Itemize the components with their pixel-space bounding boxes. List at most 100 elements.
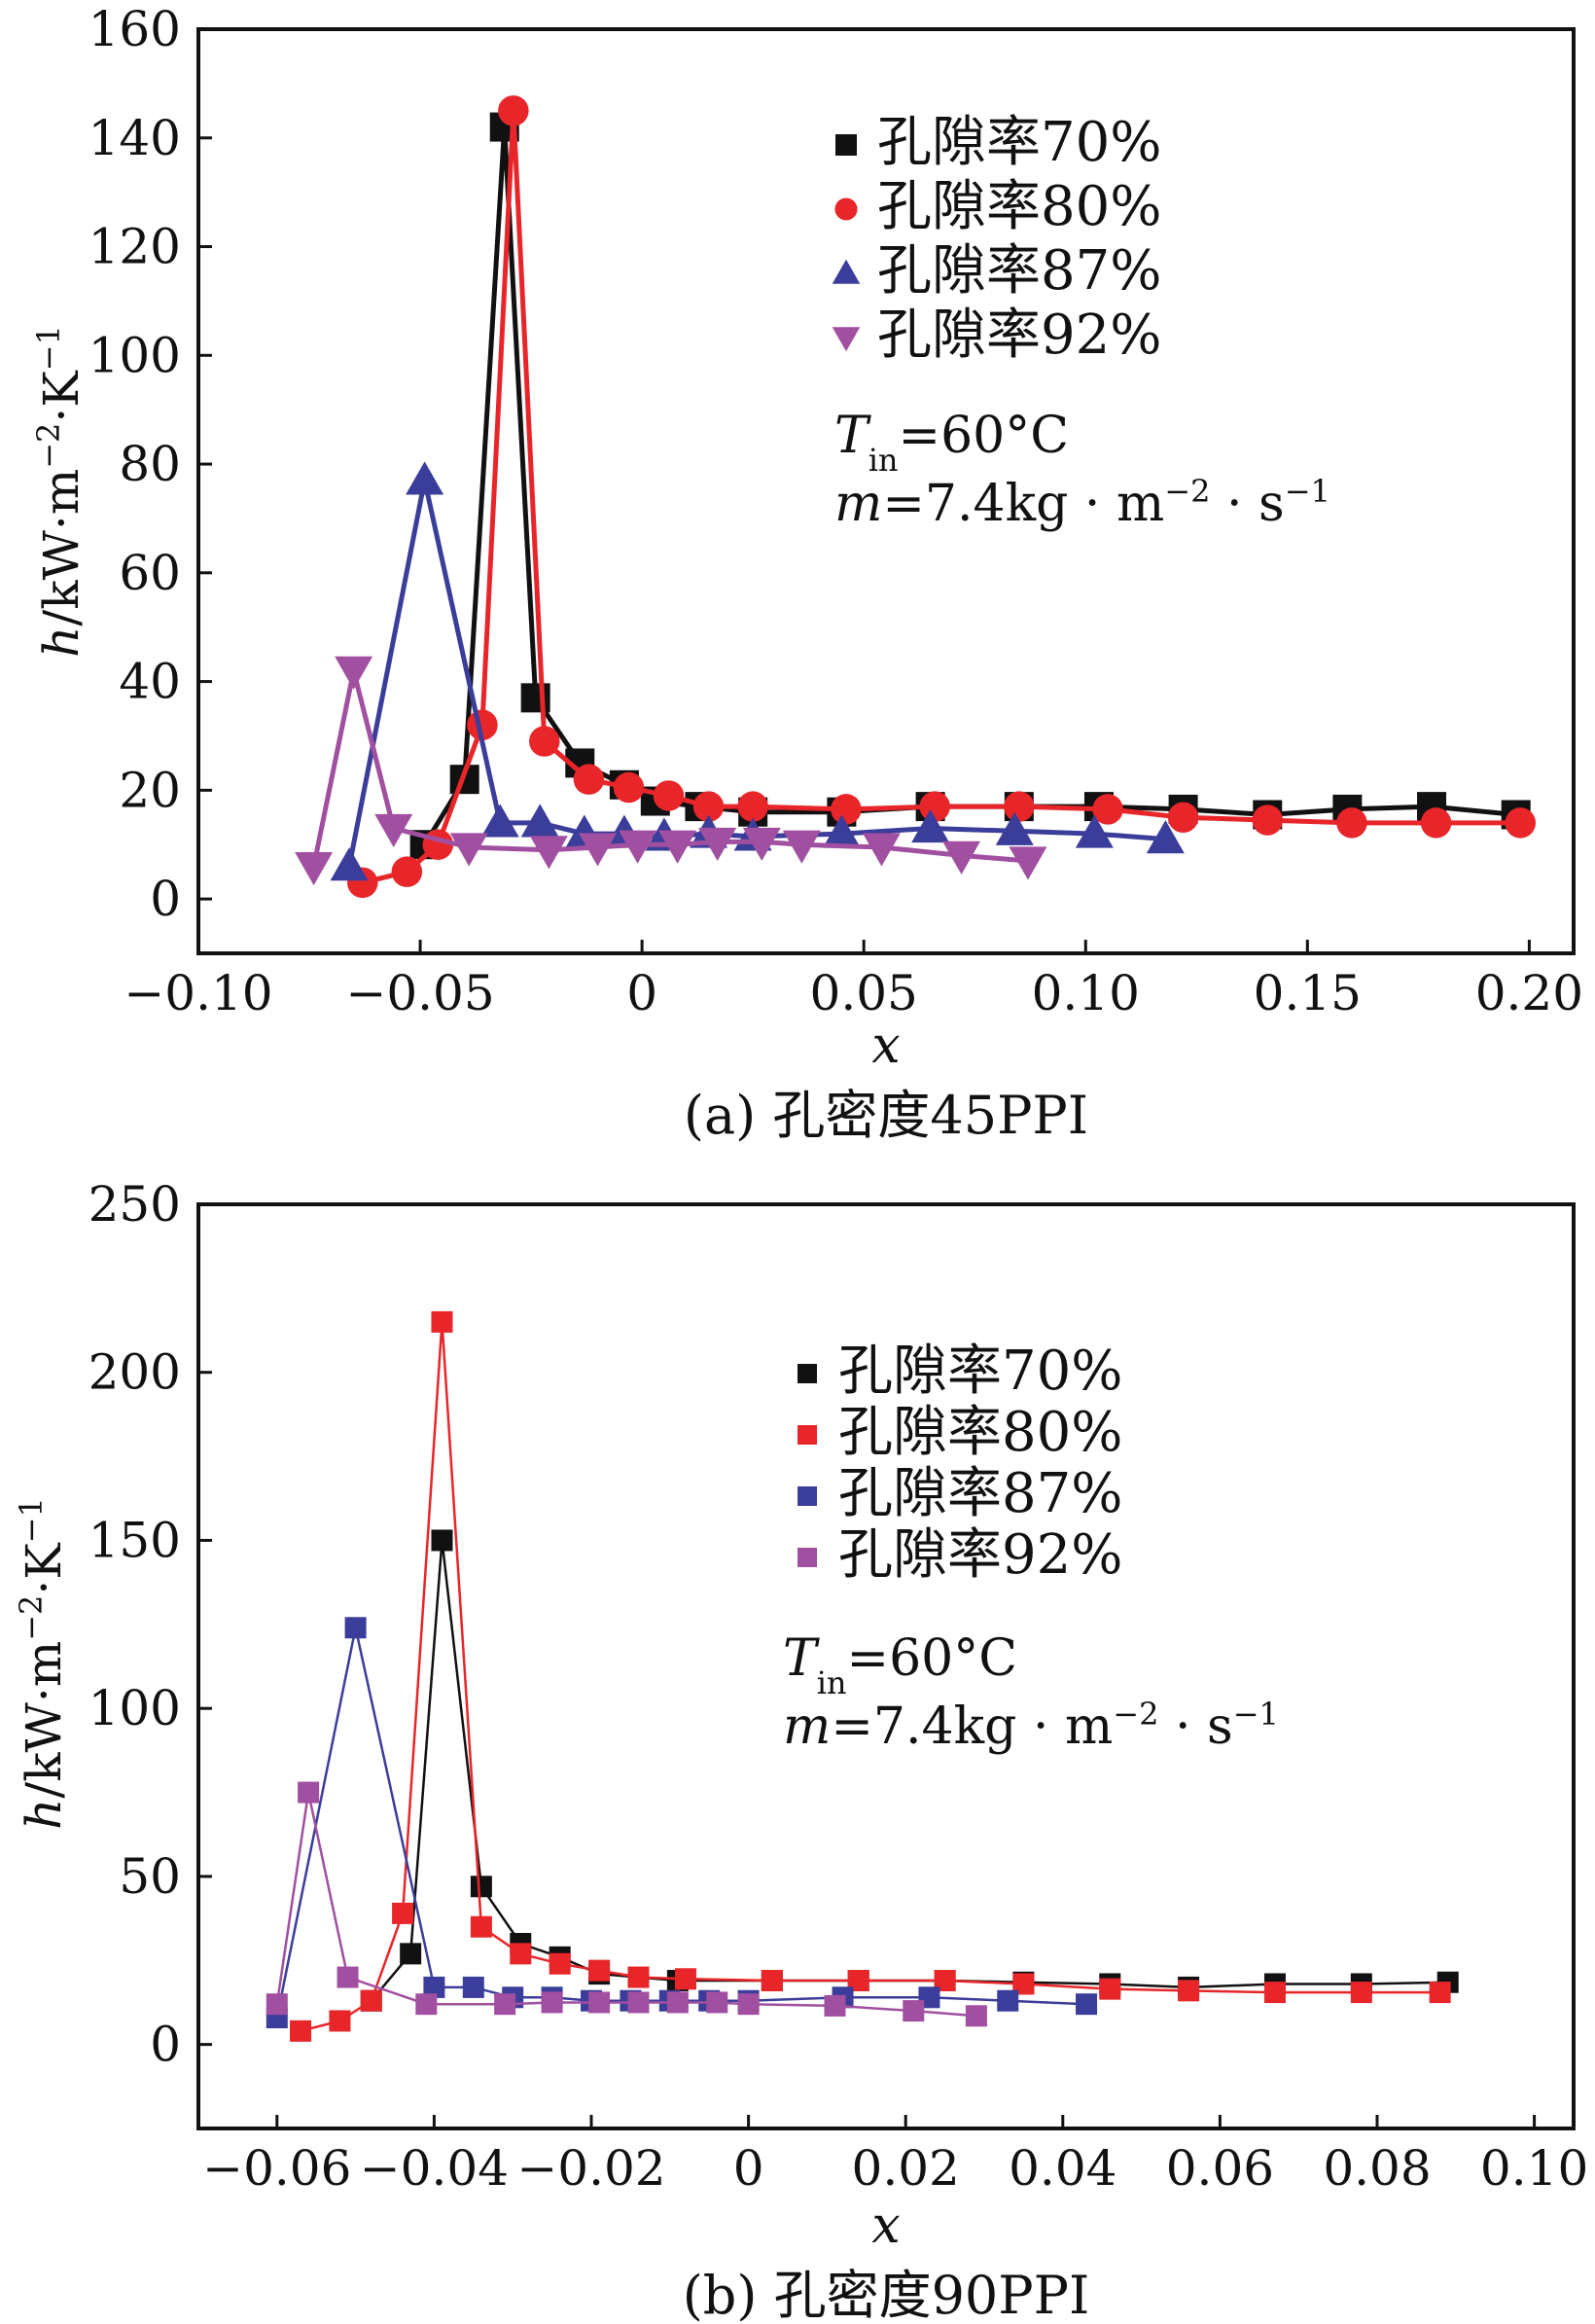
- series-line-b-1: [300, 1320, 1440, 2033]
- y-tick-label-b-1: 50: [119, 1848, 181, 1905]
- data-point-a-3-7: [658, 830, 697, 864]
- series-line-a-3: [311, 667, 1029, 868]
- data-point-a-2-1: [406, 461, 444, 495]
- data-point-a-3-10: [782, 830, 821, 864]
- data-point-b-1-13: [934, 1970, 956, 1991]
- data-point-b-3-6: [588, 1991, 611, 2014]
- data-point-b-1-18: [1350, 1982, 1372, 2004]
- data-point-b-3-5: [541, 1991, 563, 2014]
- data-point-b-2-13: [997, 1989, 1019, 2012]
- data-point-a-1-15: [1167, 802, 1199, 834]
- data-point-a-1-8: [653, 780, 685, 811]
- x-tick-label-b-6: 0.06: [1166, 2140, 1274, 2197]
- svg-text:m=7.4kg · m−2 · s−1: m=7.4kg · m−2 · s−1: [834, 473, 1330, 533]
- y-tick-label-a-3: 60: [119, 545, 181, 601]
- x-tick-label-b-3: 0: [733, 2140, 764, 2197]
- data-point-a-1-14: [1092, 794, 1123, 825]
- series-b-0: [360, 1529, 1459, 2012]
- data-point-b-1-15: [1099, 1978, 1121, 2000]
- legend-label-b-0: 孔隙率70%: [838, 1340, 1122, 1403]
- data-point-a-1-7: [613, 771, 645, 804]
- svg-text:m=7.4kg · m−2 · s−1: m=7.4kg · m−2 · s−1: [783, 1696, 1279, 1756]
- data-point-b-3-7: [627, 1991, 650, 2014]
- y-tick-label-a-1: 20: [119, 762, 181, 818]
- x-tick-label-a-4: 0.10: [1032, 965, 1140, 1021]
- data-point-a-1-1: [391, 856, 423, 887]
- data-point-a-3-8: [698, 827, 737, 861]
- data-point-b-2-14: [1076, 1993, 1098, 2016]
- data-point-a-0-3: [520, 683, 550, 713]
- data-point-b-1-7: [549, 1952, 571, 1975]
- data-point-a-2-9: [822, 814, 861, 848]
- y-tick-label-a-5: 100: [89, 327, 181, 383]
- series-a-1: [347, 95, 1537, 899]
- legend-marker-b-0: [798, 1364, 817, 1383]
- x-axis-label-a: x: [871, 1017, 900, 1075]
- data-point-b-1-4: [431, 1310, 453, 1333]
- data-point-b-3-1: [298, 1781, 320, 1804]
- legend-label-b-3: 孔隙率92%: [838, 1523, 1122, 1587]
- y-tick-label-a-0: 0: [150, 871, 181, 927]
- data-point-b-3-12: [903, 2000, 925, 2022]
- data-point-b-3-13: [965, 2005, 987, 2027]
- y-tick-label-a-4: 80: [119, 436, 181, 492]
- chart-b: −0.06 −0.04 −0.02 0 0.02 0.04 0.06 0.08 0.10 0 50 1…: [13, 1176, 1588, 2324]
- y-tick-label-b-5: 250: [89, 1176, 181, 1233]
- data-point-b-1-12: [847, 1970, 869, 1991]
- data-point-b-1-19: [1429, 1982, 1451, 2004]
- legend-marker-a-1: [834, 197, 858, 221]
- data-point-b-3-2: [337, 1966, 359, 1988]
- data-point-b-1-9: [627, 1966, 650, 1988]
- data-point-b-2-2: [423, 1976, 445, 1998]
- series-b-3: [266, 1781, 987, 2027]
- y-tick-label-a-6: 120: [89, 219, 181, 275]
- data-point-a-1-4: [498, 95, 529, 126]
- data-point-a-3-11: [862, 833, 901, 867]
- data-point-b-1-14: [1012, 1973, 1035, 1995]
- data-point-a-2-11: [995, 811, 1034, 845]
- y-tick-label-a-7: 140: [89, 110, 181, 166]
- x-tick-label-b-5: 0.04: [1009, 2140, 1116, 2197]
- data-point-b-1-8: [588, 1959, 611, 1982]
- x-tick-label-b-2: −0.02: [516, 2140, 665, 2197]
- y-tick-label-b-4: 200: [89, 1344, 181, 1401]
- data-point-b-1-16: [1178, 1980, 1200, 2002]
- legend-label-a-2: 孔隙率87%: [877, 239, 1161, 303]
- legend-marker-a-2: [832, 259, 861, 284]
- data-point-a-3-1: [335, 656, 373, 690]
- data-point-b-1-0: [290, 2020, 312, 2042]
- data-point-a-3-5: [579, 833, 618, 867]
- data-point-b-2-1: [344, 1617, 367, 1639]
- y-axis-label-b: h/kW·m−2·K−1: [13, 1497, 72, 1830]
- data-point-a-1-9: [692, 791, 725, 822]
- caption-b: (b) 孔密度90PPI: [683, 2265, 1090, 2324]
- data-point-a-2-13: [1146, 820, 1185, 854]
- y-tick-label-b-3: 150: [89, 1512, 181, 1568]
- plot-frame-a: [196, 27, 1576, 955]
- data-point-b-3-0: [266, 1993, 288, 2016]
- data-point-b-3-8: [666, 1991, 689, 2014]
- data-point-b-1-2: [360, 1989, 382, 2012]
- data-point-b-3-3: [415, 1993, 438, 2016]
- legend-label-b-2: 孔隙率87%: [838, 1462, 1122, 1525]
- legend-marker-b-1: [798, 1425, 817, 1445]
- data-point-a-1-19: [1505, 807, 1537, 839]
- x-tick-label-a-5: 0.15: [1254, 965, 1362, 1021]
- x-tick-label-a-0: −0.10: [124, 965, 272, 1021]
- x-tick-label-a-3: 0.05: [810, 965, 918, 1021]
- data-point-a-2-0: [330, 847, 369, 881]
- data-point-b-0-3: [470, 1876, 492, 1898]
- x-tick-label-b-7: 0.08: [1323, 2140, 1431, 2197]
- series-line-b-0: [370, 1539, 1448, 2002]
- x-tick-label-b-0: −0.06: [202, 2140, 351, 2197]
- x-tick-label-b-4: 0.02: [852, 2140, 960, 2197]
- data-point-a-3-12: [942, 840, 981, 875]
- data-point-a-3-3: [449, 833, 488, 867]
- data-point-b-1-5: [470, 1915, 492, 1938]
- data-point-a-1-5: [529, 726, 560, 757]
- data-point-b-3-10: [737, 1993, 760, 2016]
- legend-marker-a-0: [835, 134, 857, 156]
- legend-label-a-0: 孔隙率70%: [877, 111, 1161, 174]
- data-point-b-3-4: [494, 1993, 516, 2016]
